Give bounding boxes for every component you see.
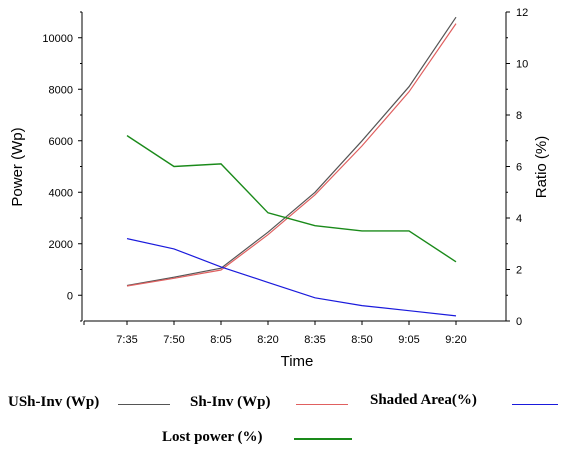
right-tick-label: 2 (516, 265, 522, 277)
right-tick-label: 8 (516, 110, 522, 122)
legend-swatch-usr-inv (118, 404, 170, 405)
x-tick-label: 8:05 (210, 334, 231, 346)
x-tick-label: 8:35 (304, 334, 325, 346)
x-tick-label: 9:20 (445, 334, 466, 346)
x-axis-title: Time (281, 353, 314, 370)
right-tick-label: 10 (516, 59, 528, 71)
legend-label-lost-power: Lost power (%) (162, 429, 263, 445)
series-line-4 (126, 135, 457, 263)
right-tick-label: 0 (516, 316, 522, 328)
left-tick-label: 10000 (42, 33, 73, 45)
x-tick-label: 9:05 (398, 334, 419, 346)
x-tick-label: 8:50 (351, 334, 372, 346)
series-line-2 (126, 23, 457, 287)
legend-label-shaded-area: Shaded Area(%) (370, 392, 477, 408)
x-tick-label: 7:50 (163, 334, 184, 346)
left-tick-label: 8000 (49, 84, 73, 96)
x-axis-ticks: 7:35 7:50 8:05 8:20 8:35 8:50 9:05 9:20 (83, 321, 467, 346)
x-tick-label: 8:20 (257, 334, 278, 346)
series-line-3 (126, 238, 457, 317)
left-tick-label: 2000 (49, 239, 73, 251)
series-lines (126, 16, 457, 317)
right-tick-label: 4 (516, 213, 522, 225)
left-tick-label: 0 (67, 290, 73, 302)
legend-label-usr-inv: USh-Inv (Wp) (8, 394, 100, 410)
left-tick-label: 6000 (49, 136, 73, 148)
right-tick-label: 6 (516, 162, 522, 174)
right-tick-label: 12 (516, 7, 528, 19)
legend-label-sh-inv: Sh-Inv (Wp) (190, 394, 271, 410)
legend-swatch-sh-inv (296, 404, 348, 405)
right-axis-ticks: 0 2 4 6 8 10 12 (506, 7, 528, 328)
left-tick-label: 4000 (49, 187, 73, 199)
left-axis-ticks: 0 2000 4000 6000 8000 10000 (42, 11, 82, 322)
x-tick-label: 7:35 (116, 334, 137, 346)
series-line-1 (126, 16, 457, 287)
axes (81, 12, 507, 322)
legend-swatch-shaded-area (512, 404, 558, 405)
y-axis-left-title: Power (Wp) (9, 127, 26, 206)
y-axis-right-title: Ratio (%) (533, 136, 550, 199)
legend-swatch-lost-power (294, 438, 352, 440)
